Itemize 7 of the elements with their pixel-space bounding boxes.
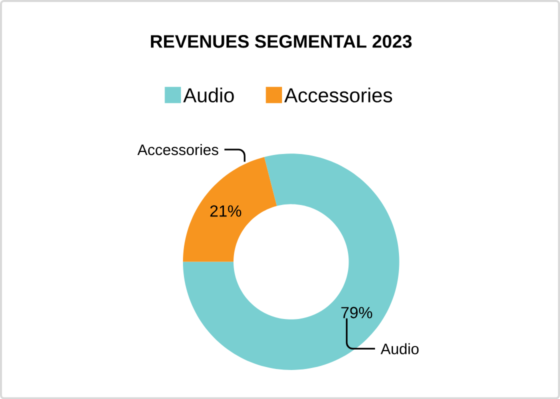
slice-label: Audio xyxy=(380,343,419,354)
chart-title: REVENUES SEGMENTAL 2023 xyxy=(150,34,412,48)
data-label: 79% xyxy=(341,306,372,318)
data-label: 21% xyxy=(210,205,242,217)
legend-label: Audio xyxy=(183,87,234,102)
slice-label: Accessories xyxy=(137,144,218,155)
legend-label: Accessories xyxy=(284,87,392,102)
